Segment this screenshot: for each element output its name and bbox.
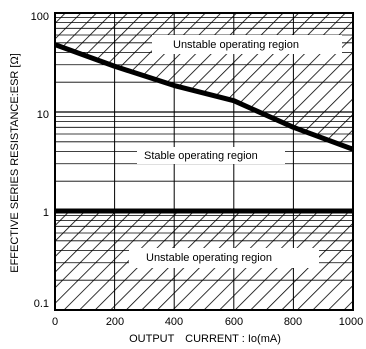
svg-text:Unstable operating region: Unstable operating region: [146, 252, 272, 264]
plot-frame: [54, 12, 354, 311]
region-label-lower: Unstable operating region: [129, 248, 319, 268]
x-axis-label: OUTPUT CURRENT : Io(mA): [129, 333, 281, 345]
y-tick-label: 100: [31, 11, 49, 23]
x-tick-label: 0: [52, 316, 58, 328]
svg-text:Unstable operating region: Unstable operating region: [173, 39, 299, 51]
svg-text:Stable operating region: Stable operating region: [144, 150, 258, 162]
region-label-upper: Unstable operating region: [152, 35, 342, 54]
y-tick-label: 10: [37, 109, 49, 121]
x-tick-label: 400: [165, 316, 183, 328]
boundary-layer: [55, 42, 353, 214]
upper-boundary-line: [55, 42, 353, 152]
x-tick-label: 800: [284, 316, 302, 328]
upper-unstable-region: [55, 13, 353, 150]
x-tick-label: 600: [225, 316, 243, 328]
y-tick-label: 0.1: [34, 298, 49, 310]
y-axis-label: EFFECTIVE SERIES RESISTANCE:ESR [Ω]: [9, 53, 21, 273]
region-label-middle: Stable operating region: [137, 147, 285, 164]
y-tick-label: 1: [43, 207, 49, 219]
x-tick-label: 1000: [339, 316, 363, 328]
x-tick-label: 200: [106, 316, 124, 328]
